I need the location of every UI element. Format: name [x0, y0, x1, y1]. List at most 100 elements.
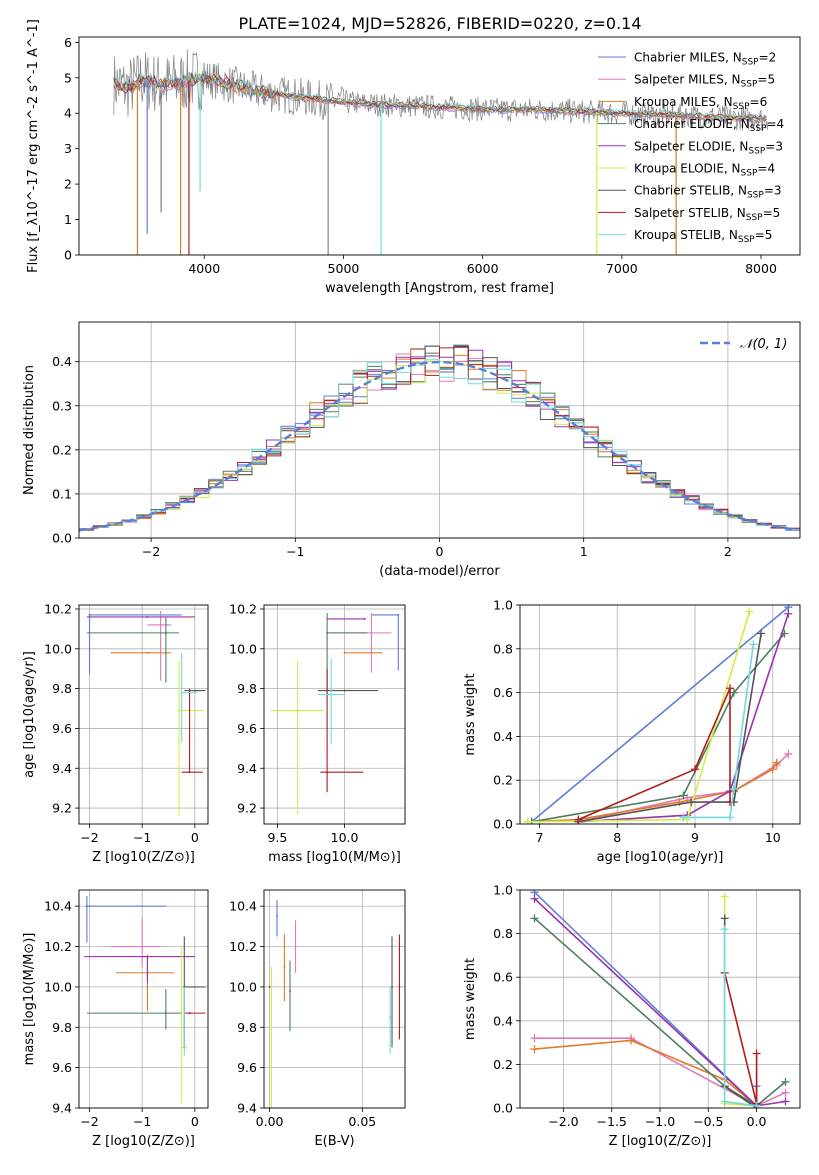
plus-marker: [720, 925, 729, 934]
gaussian-curve: [79, 360, 798, 532]
series-line: [723, 896, 757, 1107]
mass_weight_vs_z-xtick-label: −0.5: [693, 1114, 723, 1129]
mass_vs_z-frame: [78, 889, 209, 1109]
plus-marker: [757, 629, 766, 638]
data-point: [180, 691, 183, 694]
plus-marker: [530, 914, 539, 923]
data-point: [85, 905, 88, 908]
legend-entry: Salpeter ELODIE, NSSP=3: [634, 139, 783, 156]
mass_weight_vs_z-plot-area: [530, 890, 790, 1108]
plus-marker: [720, 892, 729, 901]
mass_vs_z-xtick-label: 0: [191, 1114, 199, 1129]
mass_weight_vs_z-xtick-label: 0.0: [747, 1114, 767, 1129]
mass_weight_vs_age-ytick-label: 1.0: [493, 598, 513, 613]
legend-entry: Kroupa STELIB, NSSP=5: [634, 228, 772, 245]
mass_vs_z-point: [184, 1012, 206, 1015]
age_vs_z-xtick-label: 0: [191, 830, 199, 845]
mass_weight_vs_z-ytick-label: 0.6: [493, 970, 513, 985]
data-point: [268, 985, 271, 988]
residuals-plot-area: [79, 344, 800, 533]
age_vs_mass-ytick-label: 9.4: [237, 761, 257, 776]
spectrum-model-line: [113, 71, 767, 120]
residuals-ytick-label: 0.2: [52, 442, 72, 457]
age_vs_z-point: [110, 651, 172, 654]
data-point: [288, 989, 291, 992]
age_vs_mass-point: [320, 668, 364, 793]
age_vs_z-ytick-label: 9.6: [52, 721, 72, 736]
mass_weight_vs_age-ytick-label: 0.8: [493, 641, 513, 656]
plus-marker: [691, 765, 699, 774]
spectrum-xtick-label: 8000: [745, 261, 777, 276]
age_vs_mass-point: [317, 689, 379, 692]
mass_weight_vs_age-series: [574, 629, 766, 824]
age_vs_mass-ytick-label: 10.2: [229, 601, 257, 616]
mass_vs_ebv-point: [288, 960, 291, 1032]
age_vs_z-point: [180, 652, 198, 743]
series-line: [527, 611, 751, 823]
plus-marker: [752, 1101, 761, 1108]
spectrum-ytick-label: 4: [64, 106, 72, 121]
series-line: [683, 644, 755, 819]
series-line: [531, 606, 789, 823]
legend-entry: Kroupa MILES, NSSP=6: [634, 95, 767, 112]
mass_vs_ebv-point: [398, 934, 401, 1040]
data-point: [330, 693, 333, 696]
data-point: [326, 771, 329, 774]
mass_vs_z-point: [115, 954, 174, 1012]
data-point: [164, 1012, 167, 1015]
mass_vs_ebv-point: [268, 985, 271, 988]
mass_weight_vs_z-series: [530, 1036, 761, 1108]
series-line: [527, 762, 778, 823]
age_vs_z-point: [184, 689, 206, 692]
age_vs_mass-point: [371, 613, 400, 671]
data-point: [370, 631, 373, 634]
mass_vs_ebv-xtick-label: 0.05: [348, 1114, 376, 1129]
mass_weight_vs_z-frame: [519, 889, 801, 1109]
age_vs_z-ytick-label: 10.0: [44, 641, 72, 656]
mass_weight_vs_age-ytick-label: 0.4: [493, 729, 513, 744]
spectrum-axes: 4000 5000 6000 7000 8000 0 1 2 3 4 5 6: [64, 35, 777, 276]
series-line: [577, 687, 731, 821]
age_vs_z-point: [86, 616, 180, 683]
legend-entry: Chabrier STELIB, NSSP=3: [634, 184, 782, 201]
residuals-ytick-label: 0.1: [52, 486, 72, 501]
data-point: [389, 1016, 392, 1019]
mass_weight_vs_age-series: [527, 629, 789, 824]
plus-marker: [752, 1049, 761, 1058]
age_vs_mass-xtick-label: 9.5: [267, 830, 287, 845]
plus-marker: [530, 1045, 539, 1054]
spectrum-legend: Chabrier MILES, NSSP=2 Salpeter MILES, NS…: [598, 51, 784, 245]
plus-marker: [679, 813, 688, 822]
mass_weight_vs_z-xtick-label: −1.5: [597, 1114, 627, 1129]
mass_vs_z-point: [85, 896, 166, 943]
residuals-xtick-label: −1: [286, 544, 304, 559]
plus-marker: [781, 1097, 790, 1106]
mass_weight_vs_age-series: [679, 640, 758, 822]
residuals-ylabel: Normed distribution: [22, 365, 37, 495]
age_vs_z-ytick-label: 9.8: [52, 681, 72, 696]
mass_vs_z-ylabel: mass [log10(M/M⊙)]: [22, 933, 37, 1066]
legend-entry: Salpeter MILES, NSSP=5: [634, 73, 775, 90]
age_vs_mass-ytick-label: 9.2: [237, 801, 257, 816]
plus-marker: [729, 688, 738, 697]
data-point: [146, 615, 149, 618]
mass_weight_vs_age-xlabel: age [log10(age/yr)]: [597, 850, 724, 865]
age_vs_z-point: [88, 613, 182, 675]
plus-marker: [781, 1088, 790, 1097]
spectrum-xtick-label: 7000: [606, 261, 638, 276]
mass_weight_vs_z-xtick-label: −2.0: [548, 1114, 578, 1129]
plus-marker: [627, 1036, 636, 1045]
mass_vs_z-xtick-label: −1: [133, 1114, 151, 1129]
residuals-ytick-label: 0.4: [52, 354, 72, 369]
age_vs_z-point: [181, 688, 203, 774]
plus-marker: [745, 607, 754, 616]
age_vs_z-xtick-label: −1: [133, 830, 151, 845]
data-point: [270, 1026, 273, 1029]
mass_vs_ebv-point: [270, 966, 273, 1108]
age_vs_z-xlabel: Z [log10(Z/Z⊙)]: [92, 850, 195, 865]
spectrum-xtick-label: 4000: [188, 261, 220, 276]
mass_weight_vs_z-series: [720, 914, 761, 1108]
mass_vs_ebv-ytick-label: 10.0: [229, 979, 257, 994]
age_vs_z-ytick-label: 9.2: [52, 801, 72, 816]
